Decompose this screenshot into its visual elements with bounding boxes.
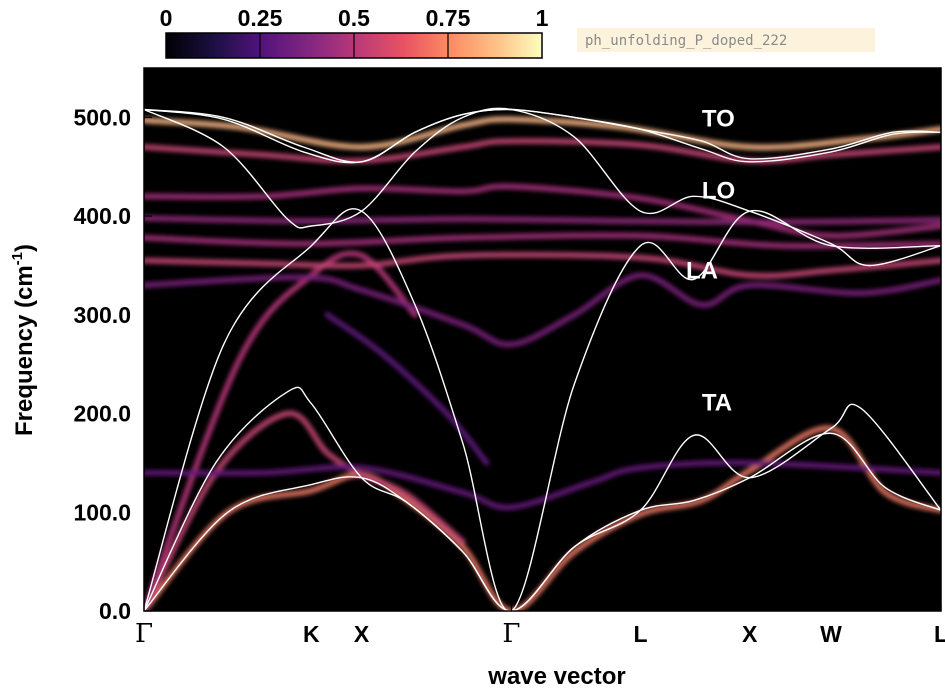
plot-frame [143, 67, 942, 612]
x-axis-label: wave vector [487, 663, 625, 690]
y-axis-unit-exp: -1 [9, 252, 26, 265]
y-tick-label: 400.0 [73, 203, 131, 229]
x-tick-label: Γ [502, 619, 520, 649]
spectral-band-mid-330 [144, 272, 941, 348]
spectral-band-flat-400 [144, 215, 941, 226]
spectral-band-mid-260 [324, 311, 490, 466]
x-tick-label: X [354, 621, 370, 647]
branch-label-ta: TA [702, 390, 732, 417]
y-tick-label: 500.0 [73, 104, 131, 130]
spectral-band-flat-355 [144, 251, 941, 279]
spectral-band-to-glow [144, 116, 941, 151]
title-box: ph_unfolding_P_doped_222 [577, 28, 875, 52]
branch-label-la: LA [686, 257, 718, 284]
colorbar-tick-label: 0.75 [426, 5, 471, 31]
x-tick-label: X [742, 621, 758, 647]
spectral-intensity-layer [144, 116, 941, 611]
y-tick-label: 0.0 [99, 598, 131, 624]
plot-background [144, 68, 941, 611]
y-tick-label: 200.0 [73, 401, 131, 427]
host-branches-layer [144, 107, 941, 611]
x-tick-label: L [934, 621, 945, 647]
colorbar-tick-label: 0 [160, 5, 173, 31]
host-branch-to2 [144, 108, 941, 163]
colorbar: 0 0.25 0.5 0.75 1 [160, 5, 549, 59]
title-background [577, 28, 875, 52]
y-axis-unit-close: ) [11, 244, 38, 252]
y-axis-label-text: Frequency [11, 314, 38, 436]
chart-title: ph_unfolding_P_doped_222 [585, 33, 787, 49]
y-axis-label: Frequency (cm-1) [9, 244, 38, 436]
x-tick-label: Γ [135, 619, 153, 649]
spectral-band-ta-glow [144, 425, 941, 611]
y-axis-unit: (cm [11, 265, 38, 308]
spectral-band-to-second [144, 138, 941, 165]
spectral-band-flat-380 [144, 232, 941, 250]
colorbar-tick-label: 0.5 [338, 5, 370, 31]
x-tick-label: L [633, 621, 647, 647]
branch-label-lo: LO [702, 177, 735, 204]
x-tick-label: W [820, 621, 842, 647]
branch-label-to: TO [702, 105, 735, 132]
spectral-band-ta-upper [144, 410, 466, 611]
colorbar-tick-label: 1 [536, 5, 549, 31]
y-tick-label: 100.0 [73, 499, 131, 525]
y-tick-label: 300.0 [73, 302, 131, 328]
host-branch-la [144, 208, 941, 611]
spectral-band-low-150 [144, 459, 941, 511]
colorbar-tick-label: 0.25 [238, 5, 283, 31]
x-tick-label: K [303, 621, 320, 647]
